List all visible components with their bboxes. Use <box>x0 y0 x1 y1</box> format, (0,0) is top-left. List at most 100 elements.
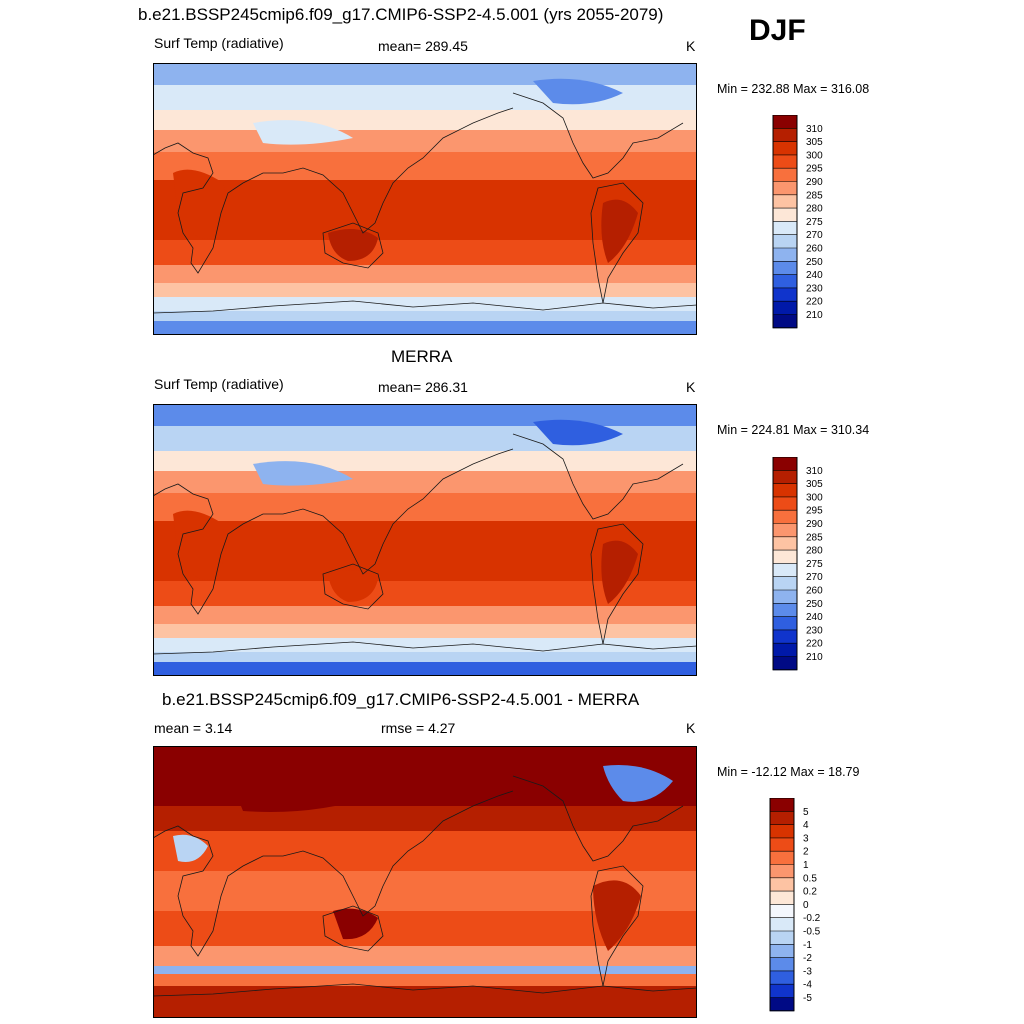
colorbar-swatch <box>773 248 797 262</box>
colorbar-swatch <box>773 483 797 498</box>
field-band <box>153 624 697 638</box>
colorbar-tick-label: 5 <box>803 807 809 818</box>
colorbar-swatch <box>773 470 797 484</box>
field-band <box>153 806 697 831</box>
field-region <box>593 880 641 951</box>
panel3-colorbar: 5 4 3 2 1 0.5 0.2 0 -0.2 -0.5 -1 -2 -3 -4 -5 <box>769 798 821 1012</box>
colorbar-tick-label: 280 <box>806 546 823 557</box>
colorbar-swatch <box>773 154 797 169</box>
colorbar-tick-label: 210 <box>806 310 823 321</box>
colorbar-tick-label: 240 <box>806 612 823 623</box>
panel3-map-plot <box>153 746 697 1018</box>
colorbar-tick-label: -0.2 <box>803 913 821 924</box>
panel2-mean-label: mean= 286.31 <box>378 379 468 395</box>
colorbar-tick-label: 0.2 <box>803 887 817 898</box>
field-band <box>153 265 697 283</box>
colorbar-tick-label: 260 <box>806 586 823 597</box>
colorbar-swatch <box>773 550 797 564</box>
colorbar-swatch <box>773 603 797 617</box>
colorbar-swatch <box>770 877 794 892</box>
field-band <box>153 946 697 966</box>
colorbar-tick-label: 210 <box>806 652 823 663</box>
panel1-minmax: Min = 232.88 Max = 316.08 <box>717 82 870 96</box>
colorbar-tick-label: 305 <box>806 137 823 148</box>
colorbar-swatch <box>773 563 797 578</box>
colorbar-tick-label: -2 <box>803 953 812 964</box>
colorbar-tick-label: 270 <box>806 230 823 241</box>
field-band <box>153 426 697 451</box>
colorbar-tick-label: 295 <box>806 164 823 175</box>
colorbar-swatch <box>770 904 794 919</box>
field-band <box>153 283 697 297</box>
field-band <box>153 63 697 85</box>
coastline <box>153 983 697 997</box>
colorbar-tick-label: 300 <box>806 492 823 503</box>
colorbar-tick-label: -0.5 <box>803 927 821 938</box>
panel1-unit-label: K <box>686 38 696 54</box>
colorbar-swatch <box>770 798 794 812</box>
coastline <box>322 905 384 952</box>
colorbar-swatch <box>770 811 794 825</box>
field-region <box>328 229 378 261</box>
field-region <box>333 908 378 940</box>
colorbar-swatch <box>773 261 797 275</box>
colorbar-tick-label: 260 <box>806 244 823 255</box>
colorbar-swatch <box>770 970 794 985</box>
colorbar-swatch <box>773 208 797 222</box>
colorbar-tick-label: 3 <box>803 833 809 844</box>
field-band <box>153 606 697 624</box>
colorbar-swatch <box>770 824 794 839</box>
field-band <box>153 471 697 493</box>
field-region <box>253 120 353 145</box>
colorbar-tick-label: 285 <box>806 190 823 201</box>
colorbar-swatch <box>770 944 794 958</box>
main-title: b.e21.BSSP245cmip6.f09_g17.CMIP6-SSP2-4.… <box>138 5 664 24</box>
colorbar-tick-label: 0 <box>803 900 809 911</box>
colorbar-tick-label: 285 <box>806 532 823 543</box>
panel2-variable-label: Surf Temp (radiative) <box>154 376 284 392</box>
panel1-colorbar: 310 305 300 295 290 285 280 275 270 260 250 240 230 2… <box>772 115 823 329</box>
field-region <box>253 461 353 486</box>
panel1-map-plot <box>153 63 697 335</box>
colorbar-swatch <box>770 851 794 865</box>
colorbar-tick-label: 220 <box>806 297 823 308</box>
field-band <box>153 986 697 1018</box>
field-band <box>153 110 697 130</box>
colorbar-swatch <box>773 287 797 302</box>
panel3-title: b.e21.BSSP245cmip6.f09_g17.CMIP6-SSP2-4.… <box>162 690 640 709</box>
map-frame <box>153 63 697 335</box>
colorbar-swatch <box>773 181 797 196</box>
colorbar-swatch <box>773 141 797 156</box>
field-band <box>153 974 697 986</box>
colorbar-swatch <box>773 301 797 315</box>
colorbar-swatch <box>773 643 797 657</box>
colorbar-swatch <box>773 168 797 182</box>
field-region <box>601 540 638 604</box>
field-region <box>533 419 623 446</box>
colorbar-swatch <box>773 221 797 236</box>
colorbar-swatch <box>773 576 797 591</box>
panel2-colorbar: 310 305 300 295 290 285 280 275 270 260 250 240 230 2… <box>772 457 823 671</box>
panel2-minmax: Min = 224.81 Max = 310.34 <box>717 423 870 437</box>
colorbar-tick-label: 275 <box>806 559 823 570</box>
coastline <box>322 563 384 610</box>
panel3-unit-label: K <box>686 720 696 736</box>
field-band <box>153 966 697 974</box>
colorbar-swatch <box>770 891 794 905</box>
colorbar-swatch <box>773 274 797 289</box>
panel3-rmse-label: rmse = 4.27 <box>381 720 456 736</box>
panel2-map-plot <box>153 404 697 676</box>
field-band <box>153 321 697 335</box>
field-band <box>153 493 697 521</box>
field-region <box>601 199 638 263</box>
colorbar-swatch <box>773 629 797 644</box>
colorbar-swatch <box>770 837 794 852</box>
coastline <box>512 775 684 862</box>
colorbar-tick-label: 4 <box>803 820 809 831</box>
colorbar-swatch <box>773 523 797 538</box>
colorbar-tick-label: 310 <box>806 124 823 135</box>
field-region <box>173 834 208 862</box>
coastline <box>153 790 514 957</box>
colorbar-tick-label: 230 <box>806 283 823 294</box>
field-region <box>173 169 227 239</box>
